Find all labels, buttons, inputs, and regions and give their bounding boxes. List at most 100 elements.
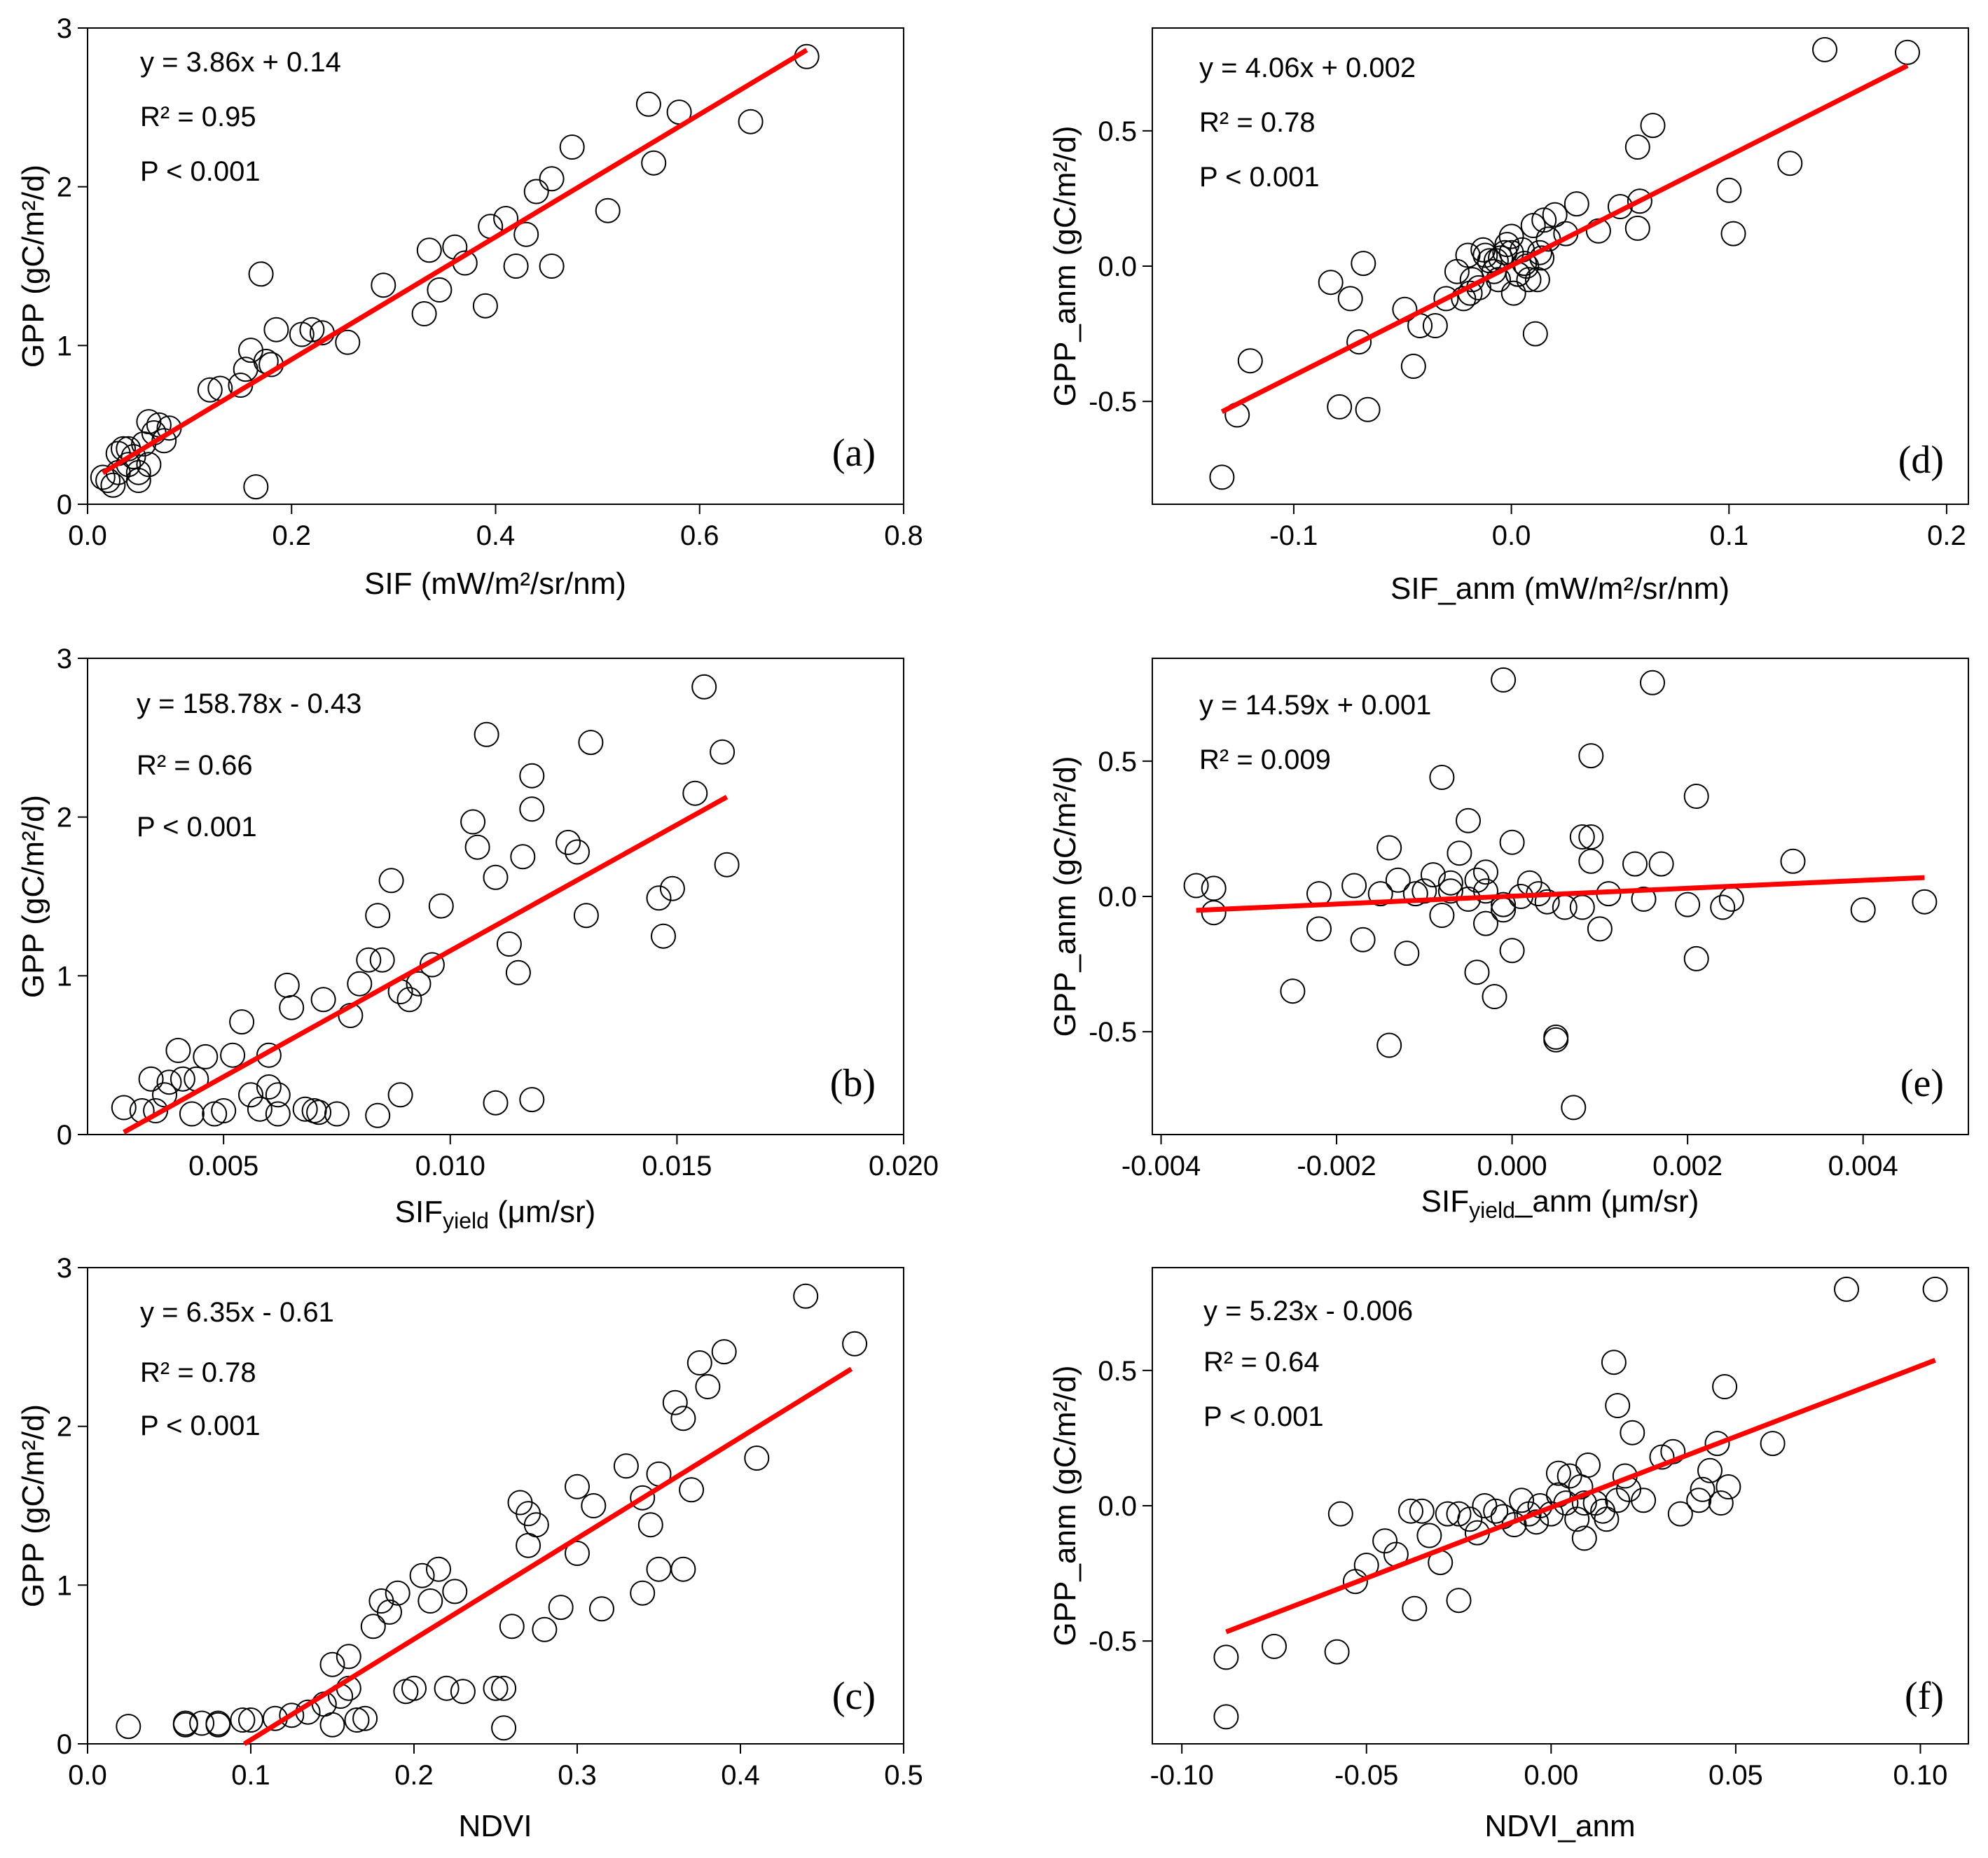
data-point [1327, 1501, 1353, 1527]
x-tick-label: 0.10 [1893, 1760, 1948, 1791]
data-point [1575, 1453, 1601, 1478]
data-point [428, 893, 454, 919]
data-point [292, 1096, 318, 1122]
data-point [1716, 177, 1742, 203]
data-point [491, 1675, 517, 1701]
data-point [1446, 1501, 1472, 1527]
data-point [279, 1703, 305, 1728]
data-point [1499, 829, 1525, 855]
data-point [1704, 1431, 1730, 1457]
data-point [1534, 889, 1560, 915]
data-point [1351, 251, 1376, 277]
x-tick-label: 0.010 [415, 1151, 485, 1181]
data-point [1473, 910, 1498, 936]
x-tick-label: 0.0 [68, 1760, 107, 1791]
x-axis-title: NDVI [458, 1809, 532, 1843]
data-point [738, 109, 764, 134]
data-point [229, 1009, 255, 1035]
data-point [1710, 894, 1736, 920]
data-point [406, 971, 432, 997]
x-tick-label: 0.000 [1477, 1151, 1547, 1181]
equation-label: y = 6.35x - 0.61 [140, 1297, 334, 1328]
data-point [1640, 113, 1666, 139]
y-tick-label: 0 [57, 490, 72, 520]
data-point [1420, 862, 1446, 888]
data-point [450, 1679, 476, 1705]
data-point [1376, 1032, 1402, 1058]
data-point [555, 829, 581, 855]
y-tick-label: -0.5 [1089, 1017, 1137, 1048]
data-point [1201, 900, 1227, 926]
data-point [513, 221, 539, 247]
data-point [646, 885, 672, 911]
x-tick-label: 0.2 [272, 520, 311, 551]
x-axis: -0.1 0.0 0.1 0.2 [1269, 504, 1966, 551]
x-tick-label: 0.4 [476, 520, 516, 551]
x-tick-label: -0.004 [1121, 1151, 1201, 1181]
data-point [1409, 1498, 1435, 1524]
y-tick-label: 0 [57, 1120, 72, 1151]
x-tick-label: 0.3 [558, 1760, 597, 1791]
data-point [256, 1042, 282, 1068]
x-tick-label: 0.00 [1524, 1760, 1578, 1791]
data-point [1686, 1488, 1712, 1513]
data-point [1660, 1438, 1686, 1464]
regression-line [1196, 875, 1925, 913]
data-point [1394, 941, 1420, 966]
data-point [1367, 881, 1393, 907]
data-point [387, 1082, 413, 1108]
panel-e: -0.004 -0.002 0.000 0.002 0.004 -0.5 0.0 0.5 y… [1048, 658, 1969, 1223]
y-axis-title: GPP (gC/m²/d) [16, 165, 50, 368]
data-point [324, 1101, 350, 1127]
r-squared-label: R² = 0.64 [1203, 1347, 1320, 1378]
data-point [1402, 881, 1428, 907]
y-axis: -0.5 0.0 0.5 [1089, 1356, 1152, 1657]
scatter-points [111, 674, 740, 1128]
regression-line [1220, 63, 1909, 415]
data-point [1520, 213, 1546, 238]
data-point [417, 1588, 443, 1614]
data-point [352, 1705, 378, 1731]
data-point [670, 1406, 696, 1431]
regression-line [101, 48, 808, 476]
scatter-points [1213, 1276, 1948, 1730]
data-point [156, 1069, 182, 1095]
data-point [842, 1331, 868, 1357]
data-point [474, 721, 499, 747]
data-point [100, 472, 126, 498]
data-point [125, 468, 151, 493]
data-point [630, 1485, 656, 1511]
data-point [1587, 916, 1613, 942]
data-point [1429, 903, 1455, 928]
data-point [682, 780, 708, 806]
plot-area [87, 658, 904, 1135]
x-axis-title: SIF (mW/m²/sr/nm) [364, 567, 626, 601]
data-point [211, 1098, 237, 1123]
data-point [1318, 270, 1344, 296]
data-point [1213, 1704, 1239, 1730]
data-point [365, 903, 391, 929]
data-point [1456, 807, 1481, 833]
data-point [1372, 1528, 1398, 1554]
data-point [193, 1044, 219, 1069]
data-point [710, 739, 736, 765]
data-point [1522, 321, 1548, 347]
data-point [1542, 202, 1568, 228]
panel-f: -0.10 -0.05 0.00 0.05 0.10 -0.5 0.0 0.5 y = 5.… [1048, 1267, 1969, 1843]
data-point [651, 923, 676, 949]
data-point [256, 1074, 282, 1100]
data-point [505, 959, 531, 985]
data-point [1477, 248, 1503, 274]
y-axis: -0.5 0.0 0.5 [1089, 747, 1152, 1048]
data-point [1464, 867, 1490, 893]
scatter-points [90, 43, 820, 500]
data-point [595, 197, 621, 223]
data-point [1509, 1488, 1535, 1513]
data-point [793, 1283, 819, 1309]
data-point [573, 903, 599, 929]
data-point [744, 1446, 770, 1471]
equation-label: y = 14.59x + 0.001 [1199, 690, 1431, 721]
x-axis: -0.10 -0.05 0.00 0.05 0.10 [1150, 1744, 1948, 1791]
y-tick-label: 0.0 [1098, 882, 1137, 913]
x-axis-title-subscript: yield [443, 1208, 489, 1233]
